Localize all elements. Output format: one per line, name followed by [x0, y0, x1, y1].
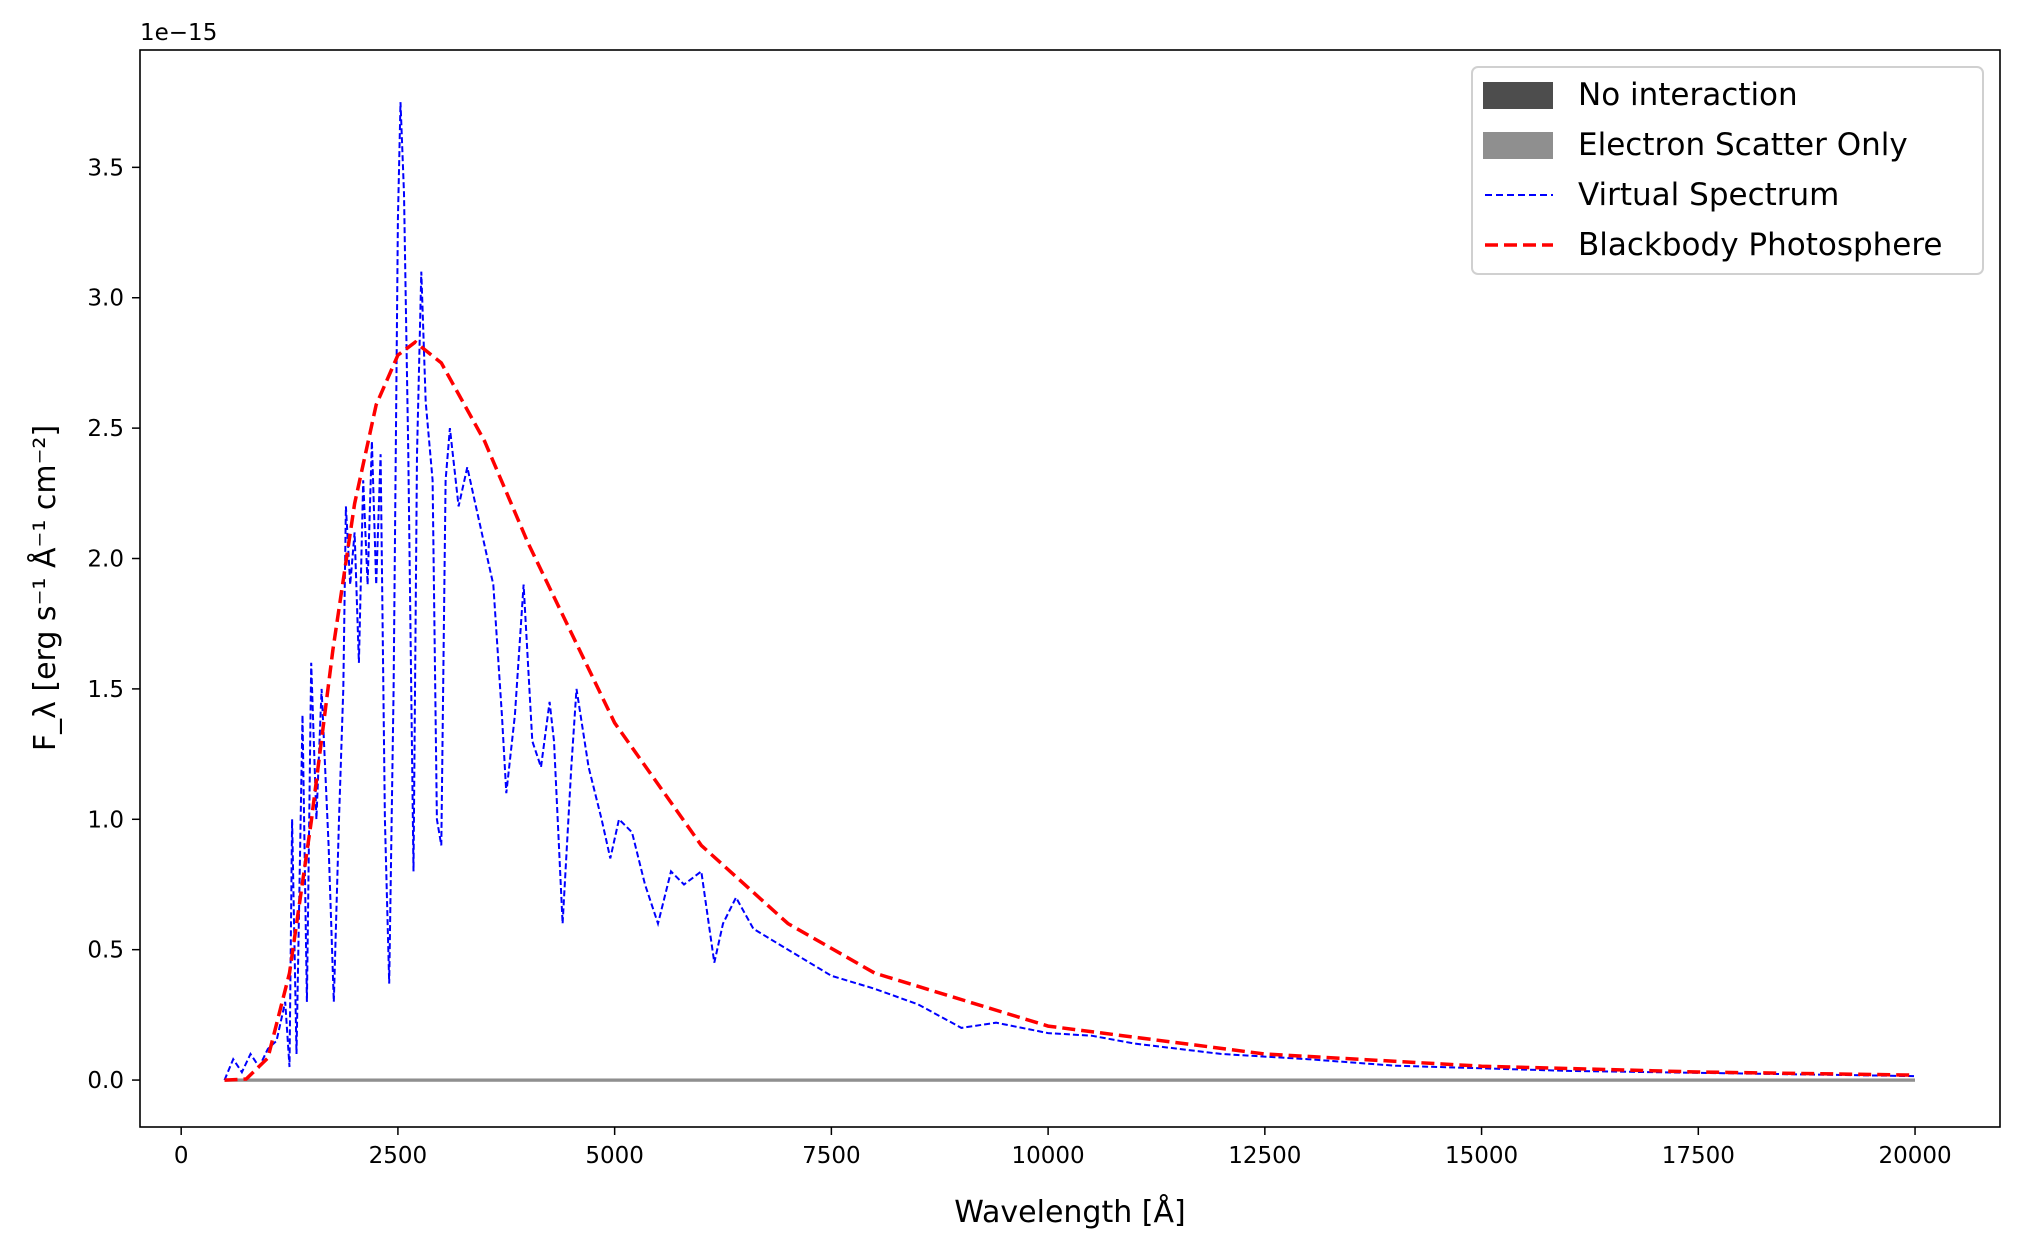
series-blackbody-photosphere	[224, 339, 1916, 1082]
series-virtual-spectrum	[223, 102, 1916, 1081]
x-tick-label: 7500	[802, 1143, 861, 1169]
y-tick-label: 2.5	[87, 416, 124, 442]
x-tick-label: 15000	[1445, 1143, 1518, 1169]
y-tick-label: 0.5	[87, 938, 124, 964]
x-tick-label: 2500	[369, 1143, 428, 1169]
y-tick-label: 3.5	[87, 155, 124, 181]
x-axis-label: Wavelength [Å]	[954, 1194, 1185, 1230]
legend-swatch-electron-scatter	[1483, 132, 1553, 159]
x-tick-label: 10000	[1012, 1143, 1085, 1169]
legend-label-no-interaction: No interaction	[1578, 77, 1798, 113]
y-offset-label: 1e−15	[140, 20, 217, 46]
legend-label-virtual-spectrum: Virtual Spectrum	[1578, 177, 1839, 213]
y-tick-label: 2.0	[87, 547, 124, 573]
legend-label-electron-scatter: Electron Scatter Only	[1578, 127, 1908, 163]
y-tick-label: 3.0	[87, 286, 124, 312]
x-tick-label: 20000	[1878, 1143, 1951, 1169]
legend-swatch-no-interaction	[1483, 82, 1553, 109]
x-tick-label: 5000	[585, 1143, 644, 1169]
x-tick-label: 12500	[1228, 1143, 1301, 1169]
axes-frame	[139, 49, 2001, 1128]
y-tick-label: 1.0	[87, 807, 124, 833]
legend: No interaction Electron Scatter Only Vir…	[1471, 66, 1984, 275]
x-tick-label: 0	[174, 1143, 189, 1169]
legend-label-blackbody: Blackbody Photosphere	[1578, 227, 1943, 263]
y-tick-label: 0.0	[87, 1068, 124, 1094]
legend-box	[1471, 66, 1984, 275]
y-axis-label: F_λ [erg s⁻¹ Å⁻¹ cm⁻²]	[27, 425, 63, 751]
y-tick-label: 1.5	[87, 677, 124, 703]
x-tick-label: 17500	[1662, 1143, 1735, 1169]
